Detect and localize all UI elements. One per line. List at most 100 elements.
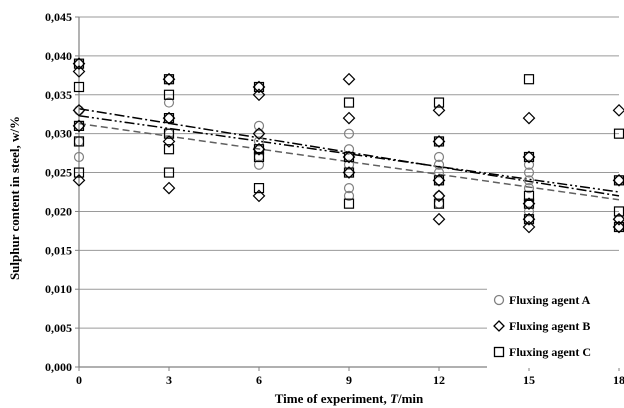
data-point-square [433,136,445,147]
data-point-square [433,97,445,108]
data-point-diamond [72,65,86,78]
data-point-square [163,144,175,155]
data-point-diamond [342,150,356,164]
legend-marker-circle [493,294,505,306]
data-point-diamond [522,220,536,234]
y-tick-label: 0,000 [45,360,72,374]
data-point-diamond [252,127,266,141]
data-point-circle [343,190,355,201]
data-point-square [163,89,175,100]
data-point-diamond [612,220,624,234]
data-point-diamond [252,142,266,156]
data-point-circle [523,159,535,170]
data-point-diamond [432,189,446,203]
grid-layer [79,16,619,329]
data-point-diamond [72,57,86,71]
data-point-square [253,183,265,194]
data-point-circle [343,144,355,155]
x-tick-label: 9 [346,373,352,387]
data-point-diamond [162,111,176,125]
x-axis-title-prefix: Time of experiment, [275,391,390,406]
data-point-square [433,175,445,186]
data-point-square [343,167,355,178]
data-point-diamond [342,111,356,125]
data-point-diamond [432,135,446,148]
data-point-diamond [612,173,624,187]
data-point-diamond [162,181,176,195]
data-point-square [73,136,85,147]
data-point-diamond [522,150,536,164]
data-point-square [163,74,175,85]
data-point-square [253,151,265,163]
data-point-circle [343,183,355,194]
y-tick-label: 0,035 [45,88,72,102]
data-point-circle [523,167,535,178]
data-point-diamond [342,72,356,86]
data-point-diamond [252,80,266,94]
data-point-diamond [342,166,356,179]
data-point-diamond [522,212,536,226]
legend-label-a: Fluxing agent A [509,293,591,307]
legend-marker-square [493,346,505,358]
legend-label-c: Fluxing agent C [509,345,591,359]
y-tick-label: 0,005 [45,321,72,335]
data-point-diamond [252,88,266,102]
legend-label-b: Fluxing agent B [509,319,590,333]
data-point-diamond [522,197,536,211]
x-axis-title-variable: T [390,391,399,406]
data-point-diamond [432,212,446,226]
data-point-square [433,198,445,209]
legend-entry-b: Fluxing agent B [493,319,590,333]
data-point-square [253,81,265,93]
data-point-circle [253,136,265,147]
legend-entry-a: Fluxing agent A [493,293,591,307]
data-point-square [163,113,175,124]
legend-entry-c: Fluxing agent C [493,345,591,359]
data-point-square [523,151,535,163]
data-point-square [253,144,265,155]
x-tick-label: 15 [523,373,535,387]
data-point-diamond [252,189,266,203]
y-tick-label: 0,040 [45,49,72,63]
data-point-square [163,167,175,178]
data-point-circle [433,151,445,163]
y-tick-label: 0,030 [45,127,72,141]
data-point-diamond [72,119,86,133]
data-point-diamond [522,111,536,125]
data-point-square [73,120,85,131]
y-tick-label: 0,010 [45,282,72,296]
y-tick-label: 0,015 [45,243,72,257]
data-point-square [343,198,355,209]
data-point-square [523,214,535,225]
data-point-circle [253,120,265,131]
data-point-circle [523,183,535,194]
data-point-circle [253,159,265,170]
y-tick-label: 0,025 [45,166,72,180]
legend: Fluxing agent A Fluxing agent B Fluxing … [487,280,620,368]
x-tick-label: 0 [76,373,82,387]
data-point-circle [343,128,355,139]
data-point-circle [253,128,265,139]
data-point-diamond [72,103,86,117]
legend-marker-diamond [493,320,505,332]
data-points-layer [72,57,624,234]
legend-box [487,280,620,368]
data-point-square [523,190,535,201]
data-point-diamond [72,173,86,187]
x-tick-label: 3 [166,373,172,387]
data-point-circle [343,159,355,170]
data-point-square [523,74,535,85]
y-tick-label: 0,045 [45,10,72,24]
y-tick-label: 0,020 [45,204,72,218]
data-point-square [343,151,355,163]
data-point-square [343,97,355,108]
data-point-circle [73,105,85,116]
data-point-circle [433,167,445,178]
data-point-circle [523,206,535,217]
data-point-circle [163,97,175,108]
data-point-diamond [432,103,446,117]
data-point-circle [433,190,445,201]
x-tick-label: 6 [256,373,262,387]
